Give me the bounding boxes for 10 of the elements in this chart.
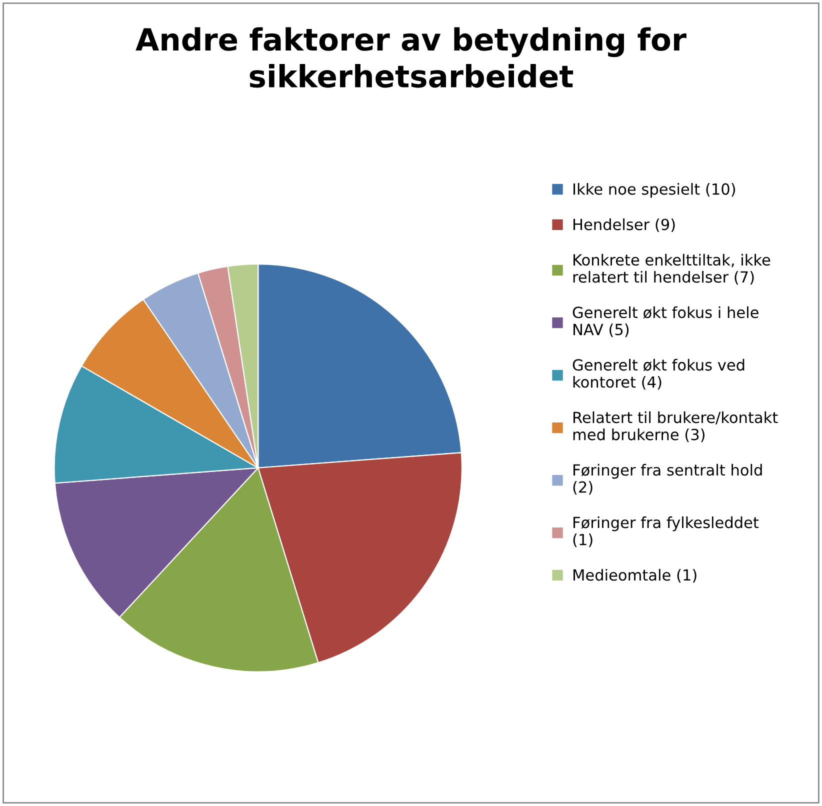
legend-label: Generelt økt fokus i hele NAV (5) [572,306,758,338]
legend-label: Generelt økt fokus ved kontoret (4) [572,358,744,390]
legend-label: Hendelser (9) [574,218,675,232]
chart-title: Andre faktorer av betydning for sikkerhetsarbeidet [136,27,686,88]
legend-label: Ikke noe spesielt (10) [574,183,736,198]
legend-label: Føringer fra sentralt hold (2) [573,464,762,495]
legend-label: Konkrete enkelttiltak, ikke relatert til hendelser (7) [573,254,770,285]
legend-label: Relatert til brukere/kontakt med brukerne (3) [573,411,778,442]
legend-label: Føringer fra fylkesleddet (1) [573,516,759,548]
legend-label: Medieomtale (1) [574,568,696,583]
